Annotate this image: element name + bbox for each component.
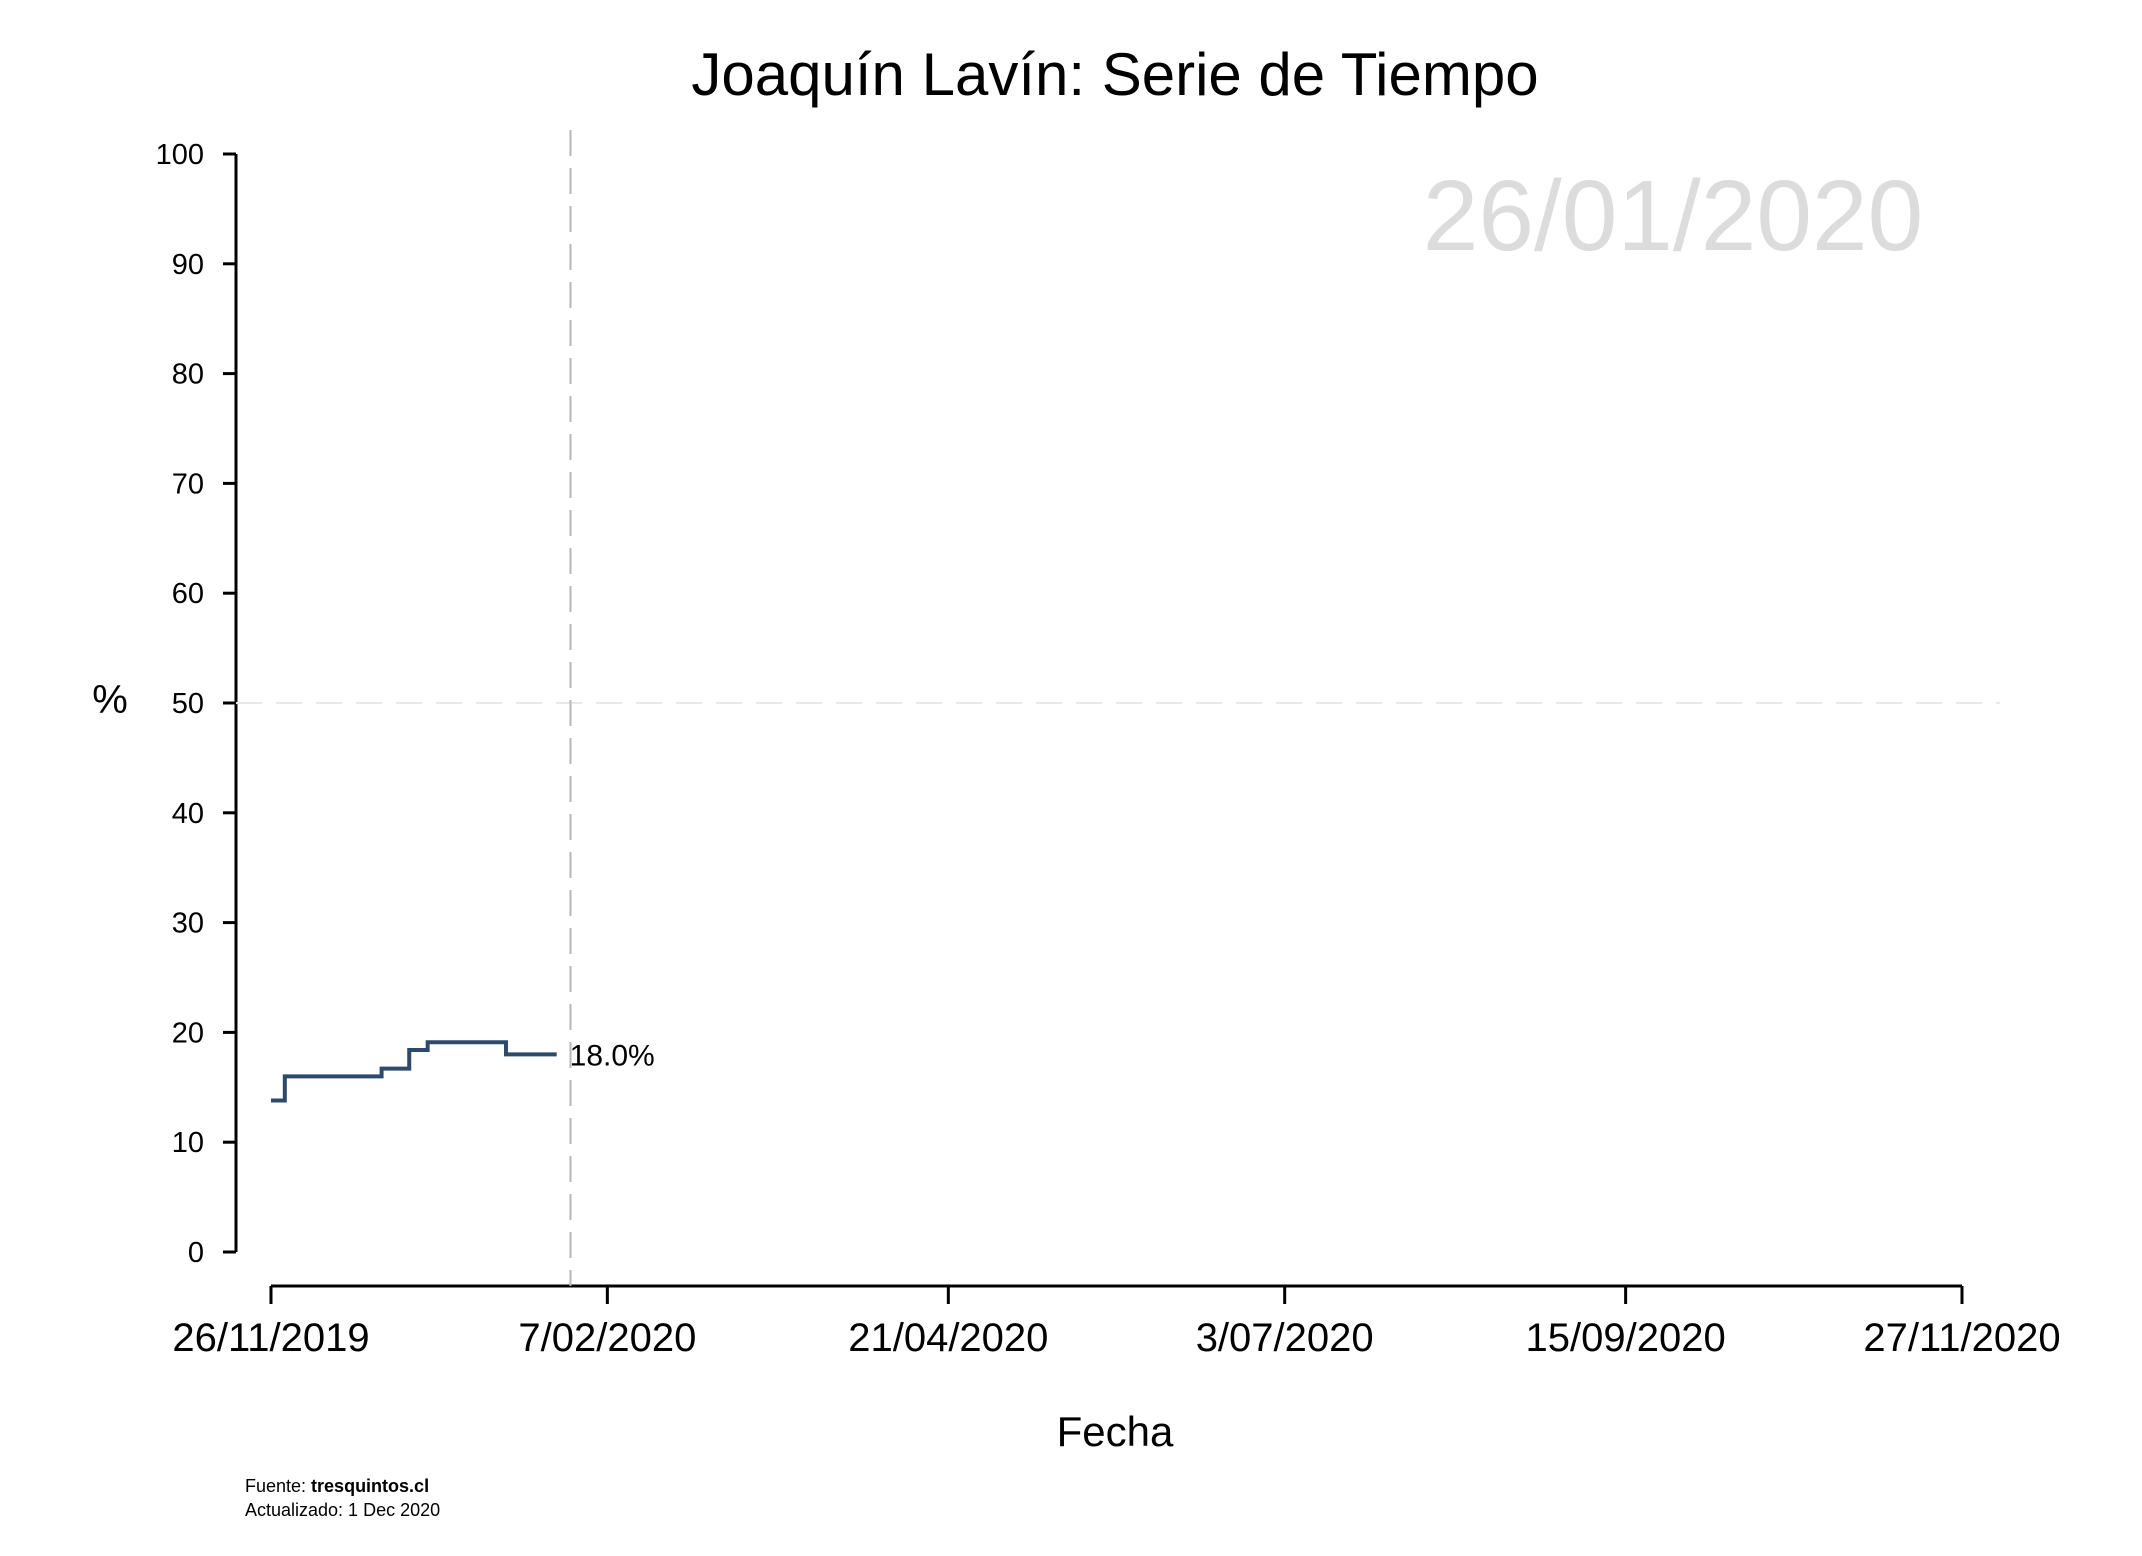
series-line bbox=[271, 1040, 557, 1103]
y-tick-label: 30 bbox=[172, 908, 204, 940]
x-tick-label: 26/11/2019 bbox=[172, 1316, 369, 1360]
date-watermark: 26/01/2020 bbox=[1423, 160, 1924, 272]
series-end-label: 18.0% bbox=[570, 1039, 655, 1072]
y-tick-label: 20 bbox=[172, 1017, 204, 1049]
y-tick-label: 90 bbox=[172, 249, 204, 281]
footer-updated: Actualizado: 1 Dec 2020 bbox=[245, 1500, 440, 1520]
footer-source-name: tresquintos.cl bbox=[311, 1476, 429, 1496]
footer: Fuente: tresquintos.cl Actualizado: 1 De… bbox=[245, 1476, 440, 1520]
x-tick-label: 15/09/2020 bbox=[1526, 1316, 1726, 1360]
footer-source: Fuente: tresquintos.cl bbox=[245, 1476, 429, 1496]
y-tick-label: 80 bbox=[172, 359, 204, 391]
y-axis-label: % bbox=[92, 678, 128, 722]
y-tick-label: 10 bbox=[172, 1127, 204, 1159]
y-tick-label: 70 bbox=[172, 468, 204, 500]
y-tick-label: 60 bbox=[172, 578, 204, 610]
x-axis-label: Fecha bbox=[1057, 1408, 1174, 1455]
footer-source-prefix: Fuente: bbox=[245, 1476, 311, 1496]
x-tick-label: 27/11/2020 bbox=[1863, 1316, 2060, 1360]
y-tick-label: 100 bbox=[156, 139, 204, 171]
y-tick-label: 40 bbox=[172, 798, 204, 830]
y-tick-label: 50 bbox=[172, 688, 204, 720]
chart-title: Joaquín Lavín: Serie de Tiempo bbox=[691, 41, 1538, 108]
x-tick-label: 21/04/2020 bbox=[848, 1316, 1048, 1360]
y-tick-label: 0 bbox=[188, 1237, 204, 1269]
x-tick-label: 7/02/2020 bbox=[518, 1316, 696, 1360]
x-tick-label: 3/07/2020 bbox=[1196, 1316, 1374, 1360]
